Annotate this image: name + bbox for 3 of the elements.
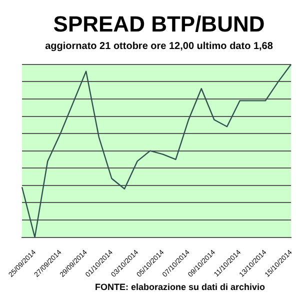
chart-subtitle: aggiornato 21 ottobre ore 12,00 ultimo dato 1,68: [45, 41, 274, 52]
source-note: FONTE: elaborazione su dati di archivio: [94, 282, 266, 292]
chart-title: SPREAD BTP/BUND: [53, 11, 265, 36]
